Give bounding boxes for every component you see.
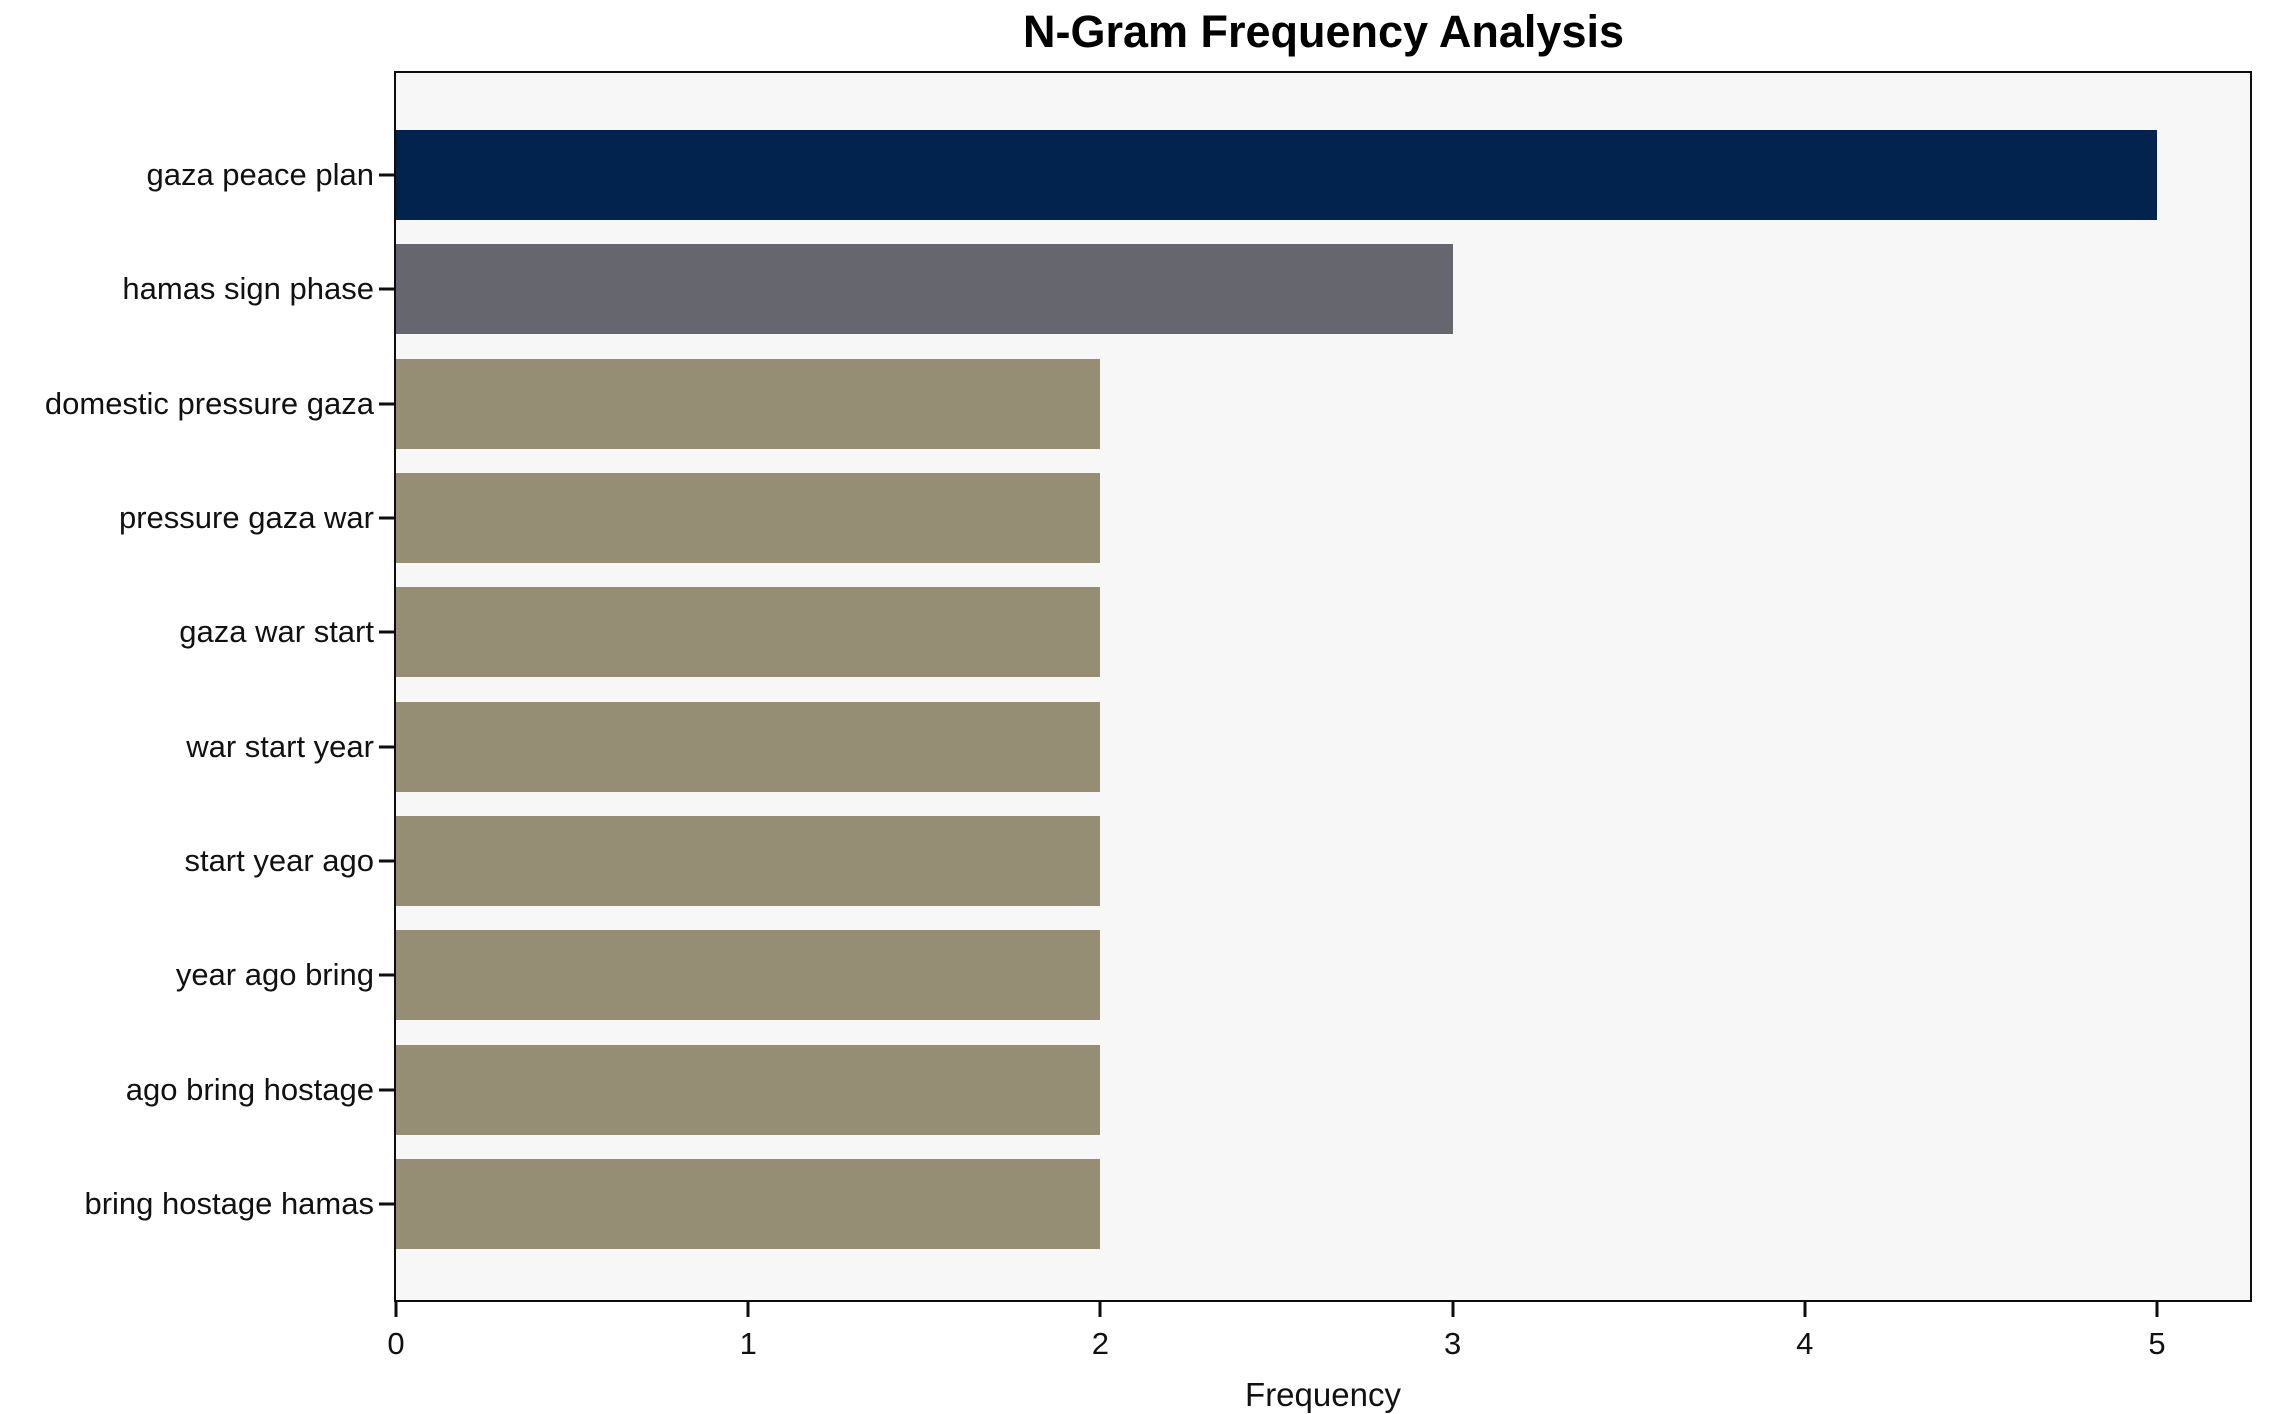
x-tick-mark: [394, 1302, 398, 1317]
bar: [396, 587, 1101, 678]
x-axis-label: Frequency: [1245, 1376, 1401, 1413]
y-tick-label: hamas sign phase: [122, 271, 374, 307]
y-tick-label: domestic pressure gaza: [44, 385, 374, 421]
x-tick-mark: [1098, 1302, 1102, 1317]
y-tick-mark: [379, 1088, 394, 1092]
bar: [396, 472, 1101, 563]
y-tick-label: year ago bring: [175, 957, 374, 993]
bar: [396, 701, 1101, 792]
x-tick-label: 1: [739, 1326, 757, 1361]
x-tick-label: 5: [2148, 1326, 2166, 1361]
y-tick-mark: [379, 630, 394, 634]
y-tick-mark: [379, 1202, 394, 1206]
y-tick-mark: [379, 287, 394, 291]
x-tick-mark: [2155, 1302, 2159, 1317]
chart-title: N-Gram Frequency Analysis: [1022, 6, 1625, 57]
x-tick-mark: [1451, 1302, 1455, 1317]
y-tick-label: start year ago: [184, 842, 374, 878]
bar: [396, 1158, 1101, 1249]
y-tick-mark: [379, 859, 394, 863]
bar: [396, 244, 1453, 335]
x-tick-mark: [1803, 1302, 1807, 1317]
y-tick-label: pressure gaza war: [118, 499, 374, 535]
bar: [396, 130, 2157, 220]
x-tick-label: 0: [387, 1326, 405, 1361]
y-tick-label: war start year: [186, 728, 374, 764]
x-tick-mark: [746, 1302, 750, 1317]
bar: [396, 930, 1101, 1021]
y-tick-label: ago bring hostage: [125, 1071, 374, 1107]
y-tick-label: gaza war start: [179, 614, 374, 650]
y-tick-mark: [379, 516, 394, 520]
bar: [396, 358, 1101, 449]
x-tick-label: 4: [1796, 1326, 1814, 1361]
y-tick-mark: [379, 973, 394, 977]
x-tick-label: 3: [1443, 1326, 1462, 1361]
y-tick-label: bring hostage hamas: [84, 1185, 374, 1221]
bar: [396, 1044, 1101, 1135]
y-tick-mark: [379, 745, 394, 749]
y-tick-label: gaza peace plan: [146, 157, 374, 192]
x-tick-label: 2: [1091, 1326, 1109, 1361]
y-tick-mark: [379, 402, 394, 406]
plot-area: Frequency gaza peace plan hamas sign phas…: [45, 71, 2252, 1413]
y-tick-mark: [379, 173, 394, 177]
bar: [396, 815, 1101, 906]
